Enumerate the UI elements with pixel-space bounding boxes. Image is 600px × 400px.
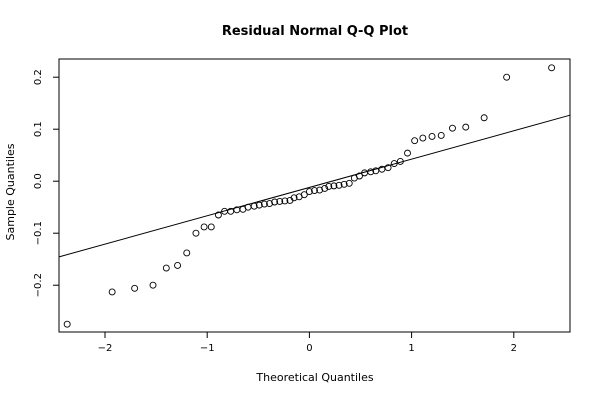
- data-point: [321, 185, 329, 192]
- data-point: [449, 124, 456, 132]
- plot-frame: [58, 58, 571, 333]
- x-tick-label: 1: [408, 343, 414, 354]
- data-point: [372, 167, 380, 175]
- x-axis: −2 −1 0 1 2: [98, 332, 517, 354]
- y-axis-label: Sample Quantiles: [4, 143, 17, 240]
- data-point: [290, 194, 298, 202]
- data-point: [462, 123, 470, 131]
- data-point: [390, 160, 398, 167]
- data-point: [281, 197, 289, 205]
- data-point: [503, 73, 511, 81]
- data-point: [378, 165, 386, 173]
- data-point: [428, 133, 436, 140]
- data-point: [108, 288, 116, 296]
- data-point: [437, 131, 445, 139]
- data-point: [174, 261, 182, 269]
- y-tick-label: −0.1: [33, 221, 44, 245]
- data-point: [255, 201, 263, 209]
- x-tick-label: 2: [511, 343, 517, 354]
- data-point: [149, 281, 157, 289]
- data-point: [325, 182, 333, 190]
- data-point: [311, 187, 318, 195]
- y-tick-label: −0.2: [33, 273, 44, 297]
- data-point: [183, 249, 191, 257]
- data-point: [260, 200, 268, 208]
- data-point: [316, 186, 324, 194]
- data-point: [367, 168, 375, 176]
- reference-line-group: [58, 114, 571, 258]
- data-point: [200, 223, 208, 231]
- data-point: [404, 149, 411, 157]
- data-point: [162, 264, 170, 272]
- data-point: [548, 64, 556, 72]
- y-axis: −0.2 −0.1 0.0 0.1 0.2: [33, 69, 59, 297]
- qq-reference-line: [58, 114, 571, 258]
- data-point: [384, 164, 392, 172]
- data-point: [276, 198, 284, 205]
- y-tick-label: 0.1: [33, 121, 44, 137]
- data-point: [192, 229, 200, 237]
- y-tick-label: 0.0: [33, 173, 44, 189]
- data-point: [419, 134, 427, 142]
- data-point: [227, 207, 235, 215]
- data-point: [305, 188, 313, 196]
- chart-title: Residual Normal Q-Q Plot: [222, 24, 408, 39]
- data-point: [345, 179, 353, 187]
- data-point: [214, 211, 222, 219]
- data-point: [356, 172, 363, 180]
- x-tick-label: 0: [306, 343, 312, 354]
- data-point: [335, 181, 343, 189]
- data-point: [266, 200, 273, 208]
- data-point: [63, 320, 71, 328]
- data-point: [340, 180, 348, 188]
- y-tick-label: 0.2: [33, 69, 44, 85]
- x-tick-label: −1: [200, 343, 215, 354]
- data-point: [131, 284, 139, 292]
- data-point: [396, 157, 404, 165]
- data-point: [250, 202, 258, 210]
- data-point: [207, 223, 215, 231]
- x-tick-label: −2: [98, 343, 113, 354]
- data-point: [300, 191, 308, 199]
- data-point: [330, 182, 338, 190]
- data-point: [480, 114, 488, 122]
- points-group: [63, 64, 556, 328]
- data-point: [244, 203, 252, 211]
- data-point: [411, 137, 419, 145]
- x-axis-label: Theoretical Quantiles: [255, 371, 373, 384]
- data-point: [271, 198, 279, 206]
